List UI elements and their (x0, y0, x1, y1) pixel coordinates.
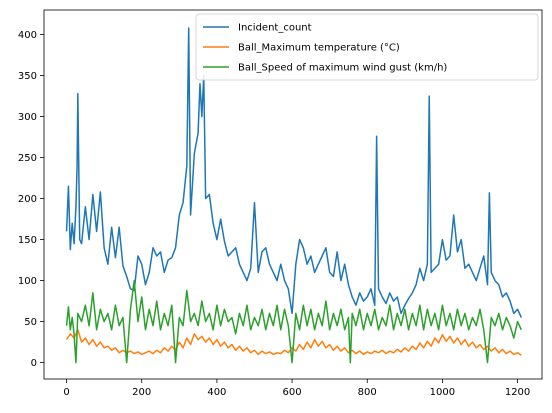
x-tick-label-2: 400 (207, 387, 226, 398)
x-tick-label-5: 1000 (430, 387, 455, 398)
series-line-1 (65, 329, 522, 356)
legend-box (195, 13, 539, 81)
y-tick-label-8: 400 (18, 30, 37, 41)
plot-frame (43, 9, 543, 380)
legend-label-0: Incident_count (238, 23, 312, 34)
legend: Incident_count Ball_Maximum temperature (… (195, 13, 539, 81)
legend-label-1: Ball_Maximum temperature (°C) (238, 43, 400, 54)
y-tick-label-5: 250 (18, 153, 37, 164)
legend-label-2: Ball_Speed of maximum wind gust (km/h) (238, 63, 447, 74)
y-tick-label-6: 300 (18, 112, 37, 123)
series-line-2 (65, 279, 523, 364)
series-layer (65, 27, 523, 364)
y-tick-label-2: 100 (18, 276, 37, 287)
x-tick-label-3: 600 (283, 387, 302, 398)
y-tick-label-3: 150 (18, 235, 37, 246)
y-tick-label-0: 0 (31, 358, 37, 369)
x-tick-label-1: 200 (132, 387, 151, 398)
x-tick-label-6: 1200 (505, 387, 530, 398)
series-line-0 (65, 27, 523, 318)
x-tick-label-0: 0 (63, 387, 69, 398)
y-tick-label-1: 50 (24, 317, 37, 328)
axis-layer: 0 200 400 600 800 1000 1200 0 50 100 150 200 250 300 3… (18, 30, 530, 398)
y-tick-label-7: 350 (18, 71, 37, 82)
x-tick-label-4: 800 (358, 387, 377, 398)
y-tick-label-4: 200 (18, 194, 37, 205)
